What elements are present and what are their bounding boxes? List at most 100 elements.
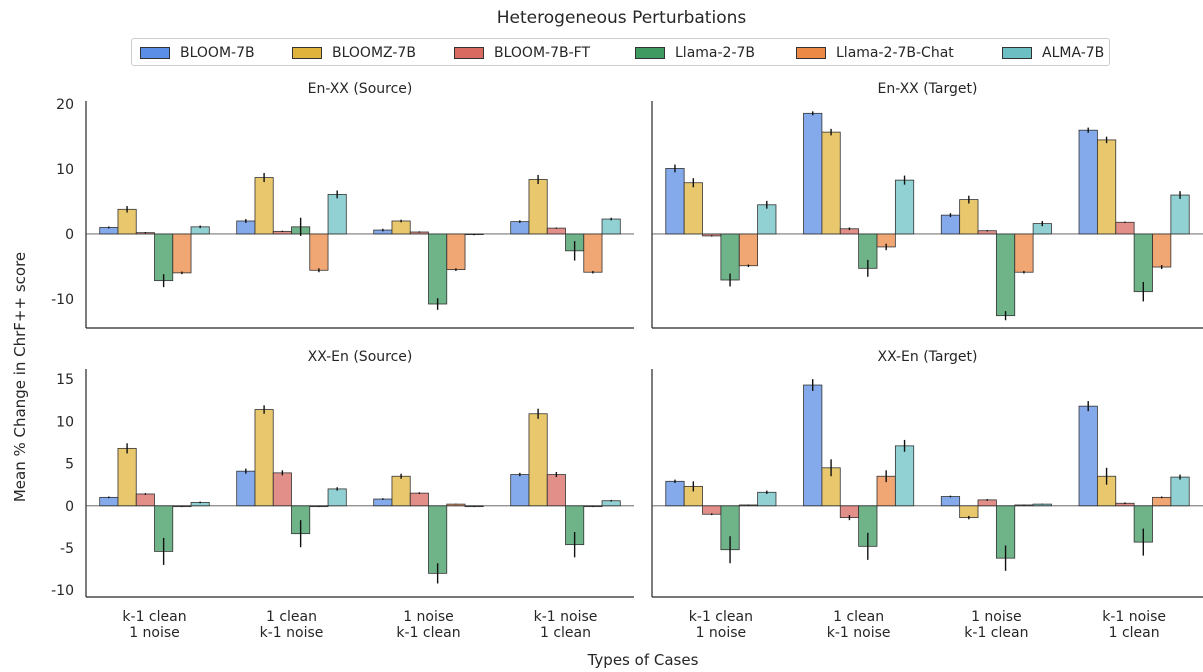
legend: BLOOM-7B BLOOMZ-7B BLOOM-7B-FT Llama-2-7… (131, 38, 1110, 66)
bar (803, 384, 823, 507)
bar (601, 218, 621, 235)
bar (1152, 496, 1172, 507)
x-tick-label: 1 noise (696, 625, 747, 641)
bar (894, 179, 915, 235)
bar (117, 208, 137, 235)
legend-label: BLOOMZ-7B (332, 45, 416, 61)
x-tick-label: k-1 clean (396, 625, 460, 641)
bar (940, 214, 961, 235)
bar (738, 233, 759, 267)
legend-swatch (140, 47, 170, 59)
bar (117, 447, 137, 507)
bar (977, 499, 997, 507)
legend-item-alma-7b: ALMA-7B (1002, 45, 1104, 61)
bar (940, 496, 961, 507)
bar (528, 179, 548, 235)
bar (821, 131, 841, 235)
x-tick-label: k-1 clean (689, 609, 753, 625)
bar (665, 168, 685, 235)
x-tick-label: k-1 noise (827, 625, 891, 641)
bar (1014, 233, 1034, 273)
bar (428, 233, 448, 305)
bar (546, 227, 566, 235)
y-tick-label: -5 (60, 541, 74, 557)
bar (510, 474, 530, 507)
x-tick-label: k-1 noise (534, 609, 598, 625)
legend-label: ALMA-7B (1042, 45, 1105, 61)
x-tick-label: k-1 noise (260, 625, 324, 641)
legend-item-llama-2-7b-chat: Llama-2-7B-Chat (796, 45, 954, 61)
legend-item-bloom-7b-ft: BLOOM-7B-FT (454, 45, 590, 61)
legend-item-llama-2-7b: Llama-2-7B (635, 45, 755, 61)
bar (683, 182, 703, 235)
bar (995, 233, 1016, 317)
y-tick-label: 10 (56, 414, 74, 430)
bar (428, 505, 448, 574)
bar (172, 233, 192, 274)
panel-title: XX-En (Target) (878, 349, 978, 365)
panel-title: En-XX (Target) (878, 81, 978, 97)
y-tick-label: 0 (65, 499, 74, 515)
bar (528, 413, 548, 507)
y-tick-label: 15 (56, 372, 74, 388)
bar (1115, 221, 1135, 235)
bar (665, 480, 685, 507)
bar (236, 470, 256, 507)
x-tick-label: 1 noise (129, 625, 180, 641)
x-tick-label: k-1 clean (964, 625, 1028, 641)
legend-label: Llama-2-7B (675, 45, 756, 61)
panel-title: En-XX (Source) (308, 81, 413, 97)
x-tick-label: 1 clean (266, 609, 317, 625)
legend-swatch (635, 47, 665, 59)
legend-swatch (1002, 47, 1032, 59)
panel-title: XX-En (Source) (308, 349, 413, 365)
bar (1152, 233, 1172, 268)
legend-swatch (796, 47, 826, 59)
bar (373, 498, 393, 507)
y-tick-label: 20 (56, 97, 74, 113)
legend-item-bloom-7b: BLOOM-7B (140, 45, 255, 61)
bar (757, 204, 777, 235)
bar (446, 233, 466, 271)
bar (959, 505, 979, 519)
bar (959, 199, 979, 235)
legend-swatch (454, 47, 484, 59)
bar (391, 475, 411, 507)
bar (720, 233, 740, 281)
y-tick-label: 10 (56, 162, 74, 178)
legend-item-bloomz-7b: BLOOMZ-7B (292, 45, 416, 61)
bar (327, 488, 347, 507)
bar (1096, 139, 1117, 235)
figure-title: Heterogeneous Perturbations (496, 8, 747, 28)
y-tick-label: 0 (65, 227, 74, 243)
bar (99, 496, 119, 507)
bar (272, 472, 292, 507)
bar (583, 233, 603, 273)
y-tick-label: 5 (65, 457, 74, 473)
x-tick-label: k-1 clean (122, 609, 186, 625)
bar (1170, 476, 1190, 507)
y-tick-label: -10 (51, 292, 74, 308)
bar (757, 491, 777, 507)
bar (135, 493, 155, 507)
bar (391, 220, 411, 235)
x-axis-label: Types of Cases (587, 651, 699, 669)
x-tick-label: 1 noise (403, 609, 454, 625)
bar (1170, 194, 1190, 235)
bar (702, 505, 722, 515)
y-tick-label: -10 (51, 583, 74, 599)
bar (327, 193, 347, 235)
bar (510, 221, 530, 235)
bar (803, 112, 823, 235)
legend-label: BLOOM-7B-FT (494, 45, 590, 61)
bar (409, 492, 429, 507)
legend-swatch (292, 47, 322, 59)
x-tick-label: 1 clean (833, 609, 884, 625)
bar (309, 233, 329, 271)
x-tick-label: 1 clean (540, 625, 591, 641)
x-tick-label: 1 noise (971, 609, 1022, 625)
legend-label: Llama-2-7B-Chat (836, 45, 954, 61)
bar (154, 233, 174, 282)
bar (1078, 405, 1098, 507)
